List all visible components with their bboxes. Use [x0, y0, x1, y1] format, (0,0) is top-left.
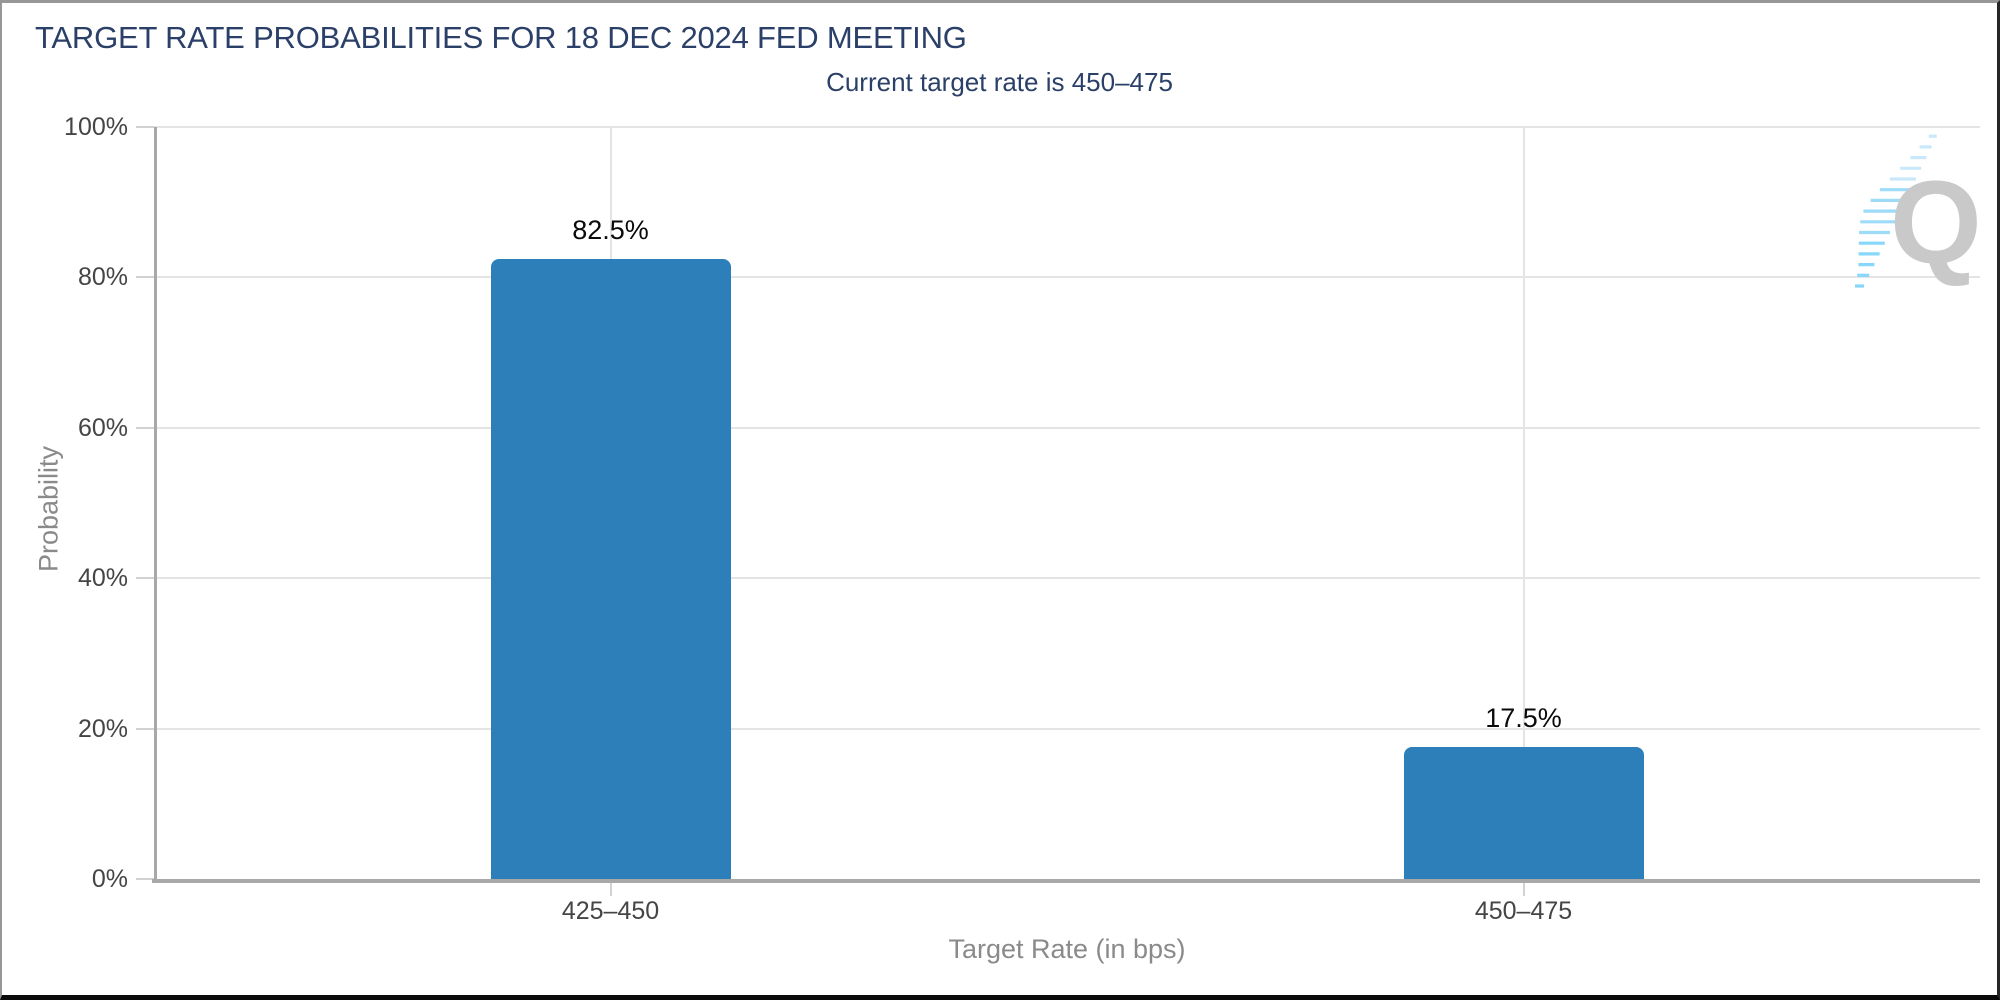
y-axis-title: Probability [33, 445, 64, 573]
plot-area: 0% 20% 40% 60% 80% 100% 82.5% 425–450 17.5% 450–4… [2, 3, 1997, 995]
bar-value-label-425-450: 82.5% [572, 214, 649, 245]
gridline-y-60 [154, 426, 1980, 429]
xtick-425-450 [609, 883, 612, 896]
ytick-100 [136, 126, 154, 128]
bar-value-label-450-475: 17.5% [1485, 703, 1562, 734]
gridline-y-40 [154, 577, 1980, 580]
x-axis-title: Target Rate (in bps) [948, 934, 1186, 964]
chart-title: TARGET RATE PROBABILITIES FOR 18 DEC 202… [35, 20, 967, 55]
swoosh-icon [1855, 134, 1937, 288]
ytick-40 [136, 577, 154, 580]
gridline-x-1 [1522, 127, 1525, 879]
ytick-label-40: 40% [77, 564, 128, 593]
xtick-label-425-450: 425–450 [561, 897, 660, 925]
gridline-y-80 [154, 276, 1980, 279]
ytick-label-0: 0% [91, 865, 128, 893]
ytick-80 [136, 276, 154, 279]
y-axis-line [154, 127, 157, 883]
gridline-y-20 [154, 727, 1980, 730]
ytick-label-20: 20% [77, 714, 128, 743]
xtick-450-475 [1522, 883, 1525, 896]
ytick-20 [136, 727, 154, 730]
q-letter-icon: Q [1890, 157, 1982, 289]
ytick-60 [136, 426, 154, 429]
ytick-label-80: 80% [77, 263, 128, 292]
xtick-label-450-475: 450–475 [1474, 897, 1573, 925]
ytick-0 [136, 878, 154, 880]
bar-425-450[interactable] [490, 258, 731, 879]
ytick-label-100: 100% [64, 113, 128, 141]
gridline-y-100 [154, 126, 1980, 128]
bar-450-475[interactable] [1403, 747, 1644, 879]
quikstrike-watermark-logo: Q [1855, 134, 1982, 289]
chart-subtitle: Current target rate is 450–475 [826, 67, 1173, 97]
ytick-label-60: 60% [77, 413, 128, 442]
x-axis-line [152, 879, 1980, 883]
